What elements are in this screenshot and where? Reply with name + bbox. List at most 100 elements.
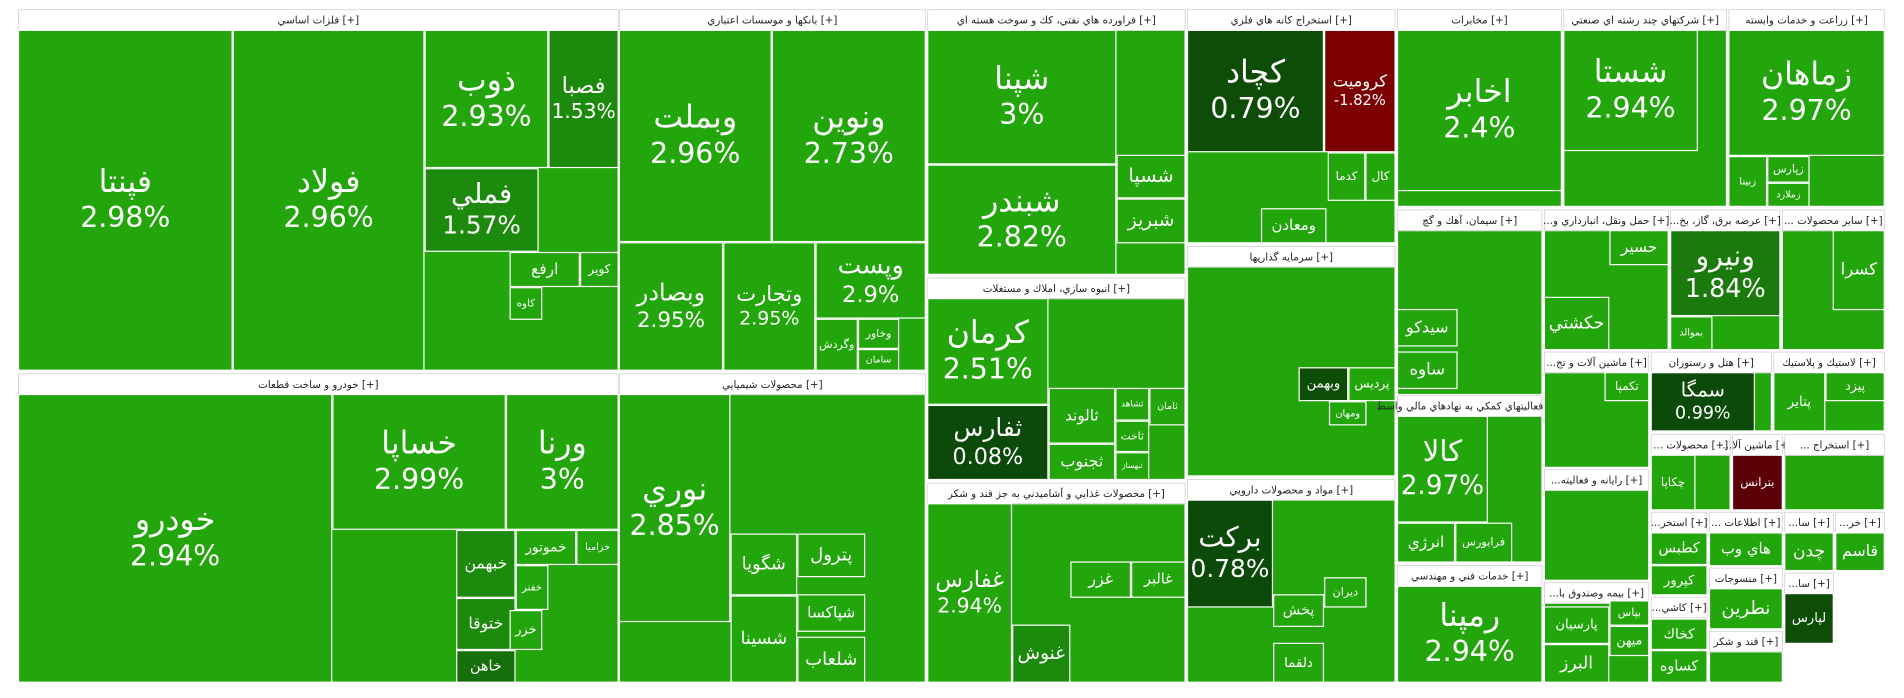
tile[interactable]: [1115, 452, 1150, 481]
tile[interactable]: [1396, 585, 1543, 683]
tile[interactable]: [1186, 29, 1325, 153]
tile[interactable]: [1012, 624, 1071, 683]
tile[interactable]: [1784, 532, 1834, 572]
tile[interactable]: [1708, 532, 1783, 567]
sector-header[interactable]: [1544, 582, 1650, 604]
tile[interactable]: [1070, 561, 1132, 598]
tile[interactable]: [579, 251, 619, 288]
tile[interactable]: [1773, 372, 1826, 432]
sector-header[interactable]: [1784, 434, 1885, 456]
tile[interactable]: [1273, 594, 1325, 627]
tile[interactable]: [1609, 600, 1650, 626]
tile[interactable]: [1116, 154, 1186, 199]
tile[interactable]: [1348, 367, 1396, 402]
tile[interactable]: [1115, 420, 1150, 453]
tile[interactable]: [509, 251, 580, 288]
tile[interactable]: [1825, 372, 1885, 402]
tile[interactable]: [456, 529, 516, 598]
sector-header[interactable]: [1187, 479, 1396, 501]
tile[interactable]: [1650, 372, 1756, 432]
tile[interactable]: [815, 318, 858, 371]
tile[interactable]: [1396, 415, 1488, 523]
tile[interactable]: [1543, 296, 1610, 351]
tile[interactable]: [1324, 29, 1396, 153]
tile[interactable]: [17, 29, 233, 371]
tile[interactable]: [1731, 454, 1783, 511]
tile[interactable]: [515, 529, 577, 566]
tile[interactable]: [618, 29, 772, 243]
tile[interactable]: [927, 29, 1117, 165]
tile[interactable]: [927, 503, 1013, 683]
tile[interactable]: [509, 287, 543, 320]
tile[interactable]: [1131, 561, 1186, 598]
tile[interactable]: [797, 533, 866, 578]
tile[interactable]: [1767, 182, 1810, 207]
tile[interactable]: [1455, 522, 1513, 563]
tile[interactable]: [1324, 577, 1367, 608]
tile[interactable]: [1650, 532, 1708, 566]
tile[interactable]: [1048, 443, 1116, 481]
tile[interactable]: [1650, 650, 1708, 683]
sector-header[interactable]: [1187, 246, 1396, 268]
tile[interactable]: [1543, 643, 1610, 683]
sector-header[interactable]: [619, 373, 926, 395]
tile[interactable]: [1048, 387, 1116, 444]
sector-header[interactable]: [1544, 351, 1650, 374]
sector-header[interactable]: [1397, 209, 1543, 232]
tile[interactable]: [505, 393, 619, 530]
tile[interactable]: [1670, 316, 1713, 351]
tile[interactable]: [509, 609, 543, 651]
tile[interactable]: [1728, 155, 1768, 207]
tile[interactable]: [815, 242, 926, 319]
tile[interactable]: [1835, 532, 1885, 572]
tile[interactable]: [1273, 642, 1325, 683]
tile[interactable]: [332, 393, 506, 530]
tile[interactable]: [730, 533, 798, 596]
tile[interactable]: [1670, 230, 1781, 317]
tile[interactable]: [1365, 152, 1396, 201]
tile[interactable]: [1767, 155, 1810, 183]
tile[interactable]: [927, 298, 1049, 405]
tile[interactable]: [1186, 499, 1274, 608]
tile[interactable]: [1708, 588, 1783, 630]
tile[interactable]: [576, 529, 619, 566]
tile[interactable]: [1784, 592, 1834, 644]
sector-header[interactable]: [1709, 630, 1783, 653]
tile[interactable]: [424, 168, 539, 252]
tile[interactable]: [797, 594, 866, 632]
tile[interactable]: [1328, 401, 1367, 426]
tile[interactable]: [1115, 387, 1150, 421]
tile[interactable]: [17, 393, 333, 683]
tile[interactable]: [1650, 565, 1708, 596]
tile[interactable]: [618, 242, 724, 371]
tile[interactable]: [424, 29, 549, 169]
tile[interactable]: [797, 636, 866, 683]
tile[interactable]: [232, 29, 425, 371]
tile[interactable]: [1298, 367, 1349, 402]
tile[interactable]: [456, 597, 516, 651]
tile[interactable]: [548, 29, 619, 169]
tile[interactable]: [1396, 29, 1562, 192]
tile[interactable]: [927, 164, 1117, 275]
tile[interactable]: [1609, 625, 1650, 657]
tile[interactable]: [456, 650, 516, 683]
tile[interactable]: [857, 349, 900, 371]
sector-header[interactable]: [1650, 596, 1708, 619]
tile[interactable]: [1116, 198, 1186, 244]
tile[interactable]: [1650, 618, 1708, 651]
tile[interactable]: [1832, 230, 1885, 311]
tile[interactable]: [1396, 308, 1458, 347]
tile[interactable]: [1149, 387, 1186, 426]
tile[interactable]: [1604, 372, 1650, 402]
tile[interactable]: [1396, 522, 1456, 563]
tile[interactable]: [1609, 230, 1669, 266]
sector-header[interactable]: [927, 482, 1186, 505]
tile[interactable]: [1327, 152, 1366, 201]
sector-header[interactable]: [1544, 469, 1650, 491]
sector-header[interactable]: [927, 277, 1186, 299]
tile[interactable]: [857, 318, 900, 349]
tile[interactable]: [1396, 351, 1458, 390]
tile[interactable]: [723, 242, 816, 371]
tile[interactable]: [771, 29, 926, 243]
tile[interactable]: [515, 565, 549, 610]
